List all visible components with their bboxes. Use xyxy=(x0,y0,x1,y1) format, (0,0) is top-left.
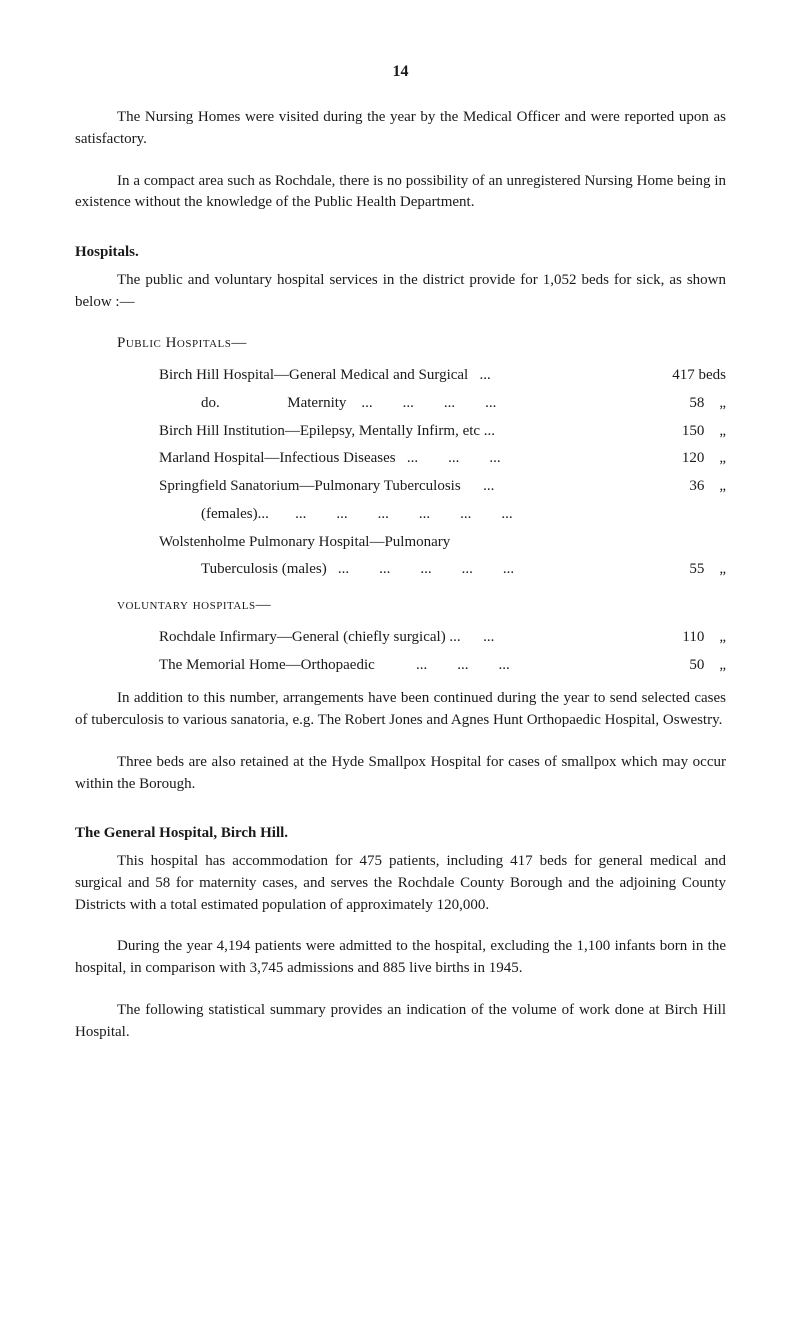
hospital-beds: 55 „ xyxy=(677,559,726,581)
hospital-name: (females)... ... ... ... ... ... ... xyxy=(159,504,714,526)
hospital-beds: 58 „ xyxy=(677,393,726,415)
hospital-name: Wolstenholme Pulmonary Hospital—Pulmonar… xyxy=(159,532,714,554)
voluntary-hospitals-label: voluntary hospitals— xyxy=(117,595,726,617)
hospital-row: The Memorial Home—Orthopaedic ... ... ..… xyxy=(159,655,726,677)
voluntary-hospitals-list: Rochdale Infirmary—General (chiefly surg… xyxy=(159,627,726,677)
hospital-name: The Memorial Home—Orthopaedic ... ... ..… xyxy=(159,655,677,677)
hospital-name: do. Maternity ... ... ... ... xyxy=(159,393,677,415)
hospital-beds: 36 „ xyxy=(677,476,726,498)
hospital-row: Birch Hill Hospital—General Medical and … xyxy=(159,365,726,387)
paragraph-accommodation: This hospital has accommodation for 475 … xyxy=(75,851,726,916)
hospital-row: Springfield Sanatorium—Pulmonary Tubercu… xyxy=(159,476,726,498)
hospital-name: Birch Hill Hospital—General Medical and … xyxy=(159,365,660,387)
paragraph-admissions: During the year 4,194 patients were admi… xyxy=(75,936,726,980)
hospital-name: Tuberculosis (males) ... ... ... ... ... xyxy=(159,559,677,581)
hospital-beds: 50 „ xyxy=(677,655,726,677)
hospitals-heading: Hospitals. xyxy=(75,242,726,264)
hospital-row: Tuberculosis (males) ... ... ... ... ...… xyxy=(159,559,726,581)
hospital-beds: 150 „ xyxy=(670,421,726,443)
paragraph-smallpox: Three beds are also retained at the Hyde… xyxy=(75,752,726,796)
paragraph-summary: The following statistical summary provid… xyxy=(75,1000,726,1044)
hospital-beds: 110 „ xyxy=(670,627,726,649)
hospital-name: Birch Hill Institution—Epilepsy, Mentall… xyxy=(159,421,670,443)
page-number: 14 xyxy=(75,60,726,83)
paragraph-addition: In addition to this number, arrangements… xyxy=(75,688,726,732)
hospital-row: Wolstenholme Pulmonary Hospital—Pulmonar… xyxy=(159,532,726,554)
public-hospitals-list: Birch Hill Hospital—General Medical and … xyxy=(159,365,726,581)
hospital-row: Birch Hill Institution—Epilepsy, Mentall… xyxy=(159,421,726,443)
hospital-row: Marland Hospital—Infectious Diseases ...… xyxy=(159,448,726,470)
hospital-beds: 120 „ xyxy=(670,448,726,470)
hospitals-intro: The public and voluntary hospital servic… xyxy=(75,270,726,314)
hospital-row: (females)... ... ... ... ... ... ... xyxy=(159,504,726,526)
hospital-row: do. Maternity ... ... ... ...58 „ xyxy=(159,393,726,415)
hospital-name: Springfield Sanatorium—Pulmonary Tubercu… xyxy=(159,476,677,498)
paragraph-rochdale: In a compact area such as Rochdale, ther… xyxy=(75,171,726,215)
hospital-beds: 417 beds xyxy=(660,365,726,387)
hospital-name: Marland Hospital—Infectious Diseases ...… xyxy=(159,448,670,470)
paragraph-nursing-homes: The Nursing Homes were visited during th… xyxy=(75,107,726,151)
hospital-row: Rochdale Infirmary—General (chiefly surg… xyxy=(159,627,726,649)
general-hospital-heading: The General Hospital, Birch Hill. xyxy=(75,823,726,845)
public-hospitals-label: Public Hospitals— xyxy=(117,333,726,355)
hospital-name: Rochdale Infirmary—General (chiefly surg… xyxy=(159,627,670,649)
